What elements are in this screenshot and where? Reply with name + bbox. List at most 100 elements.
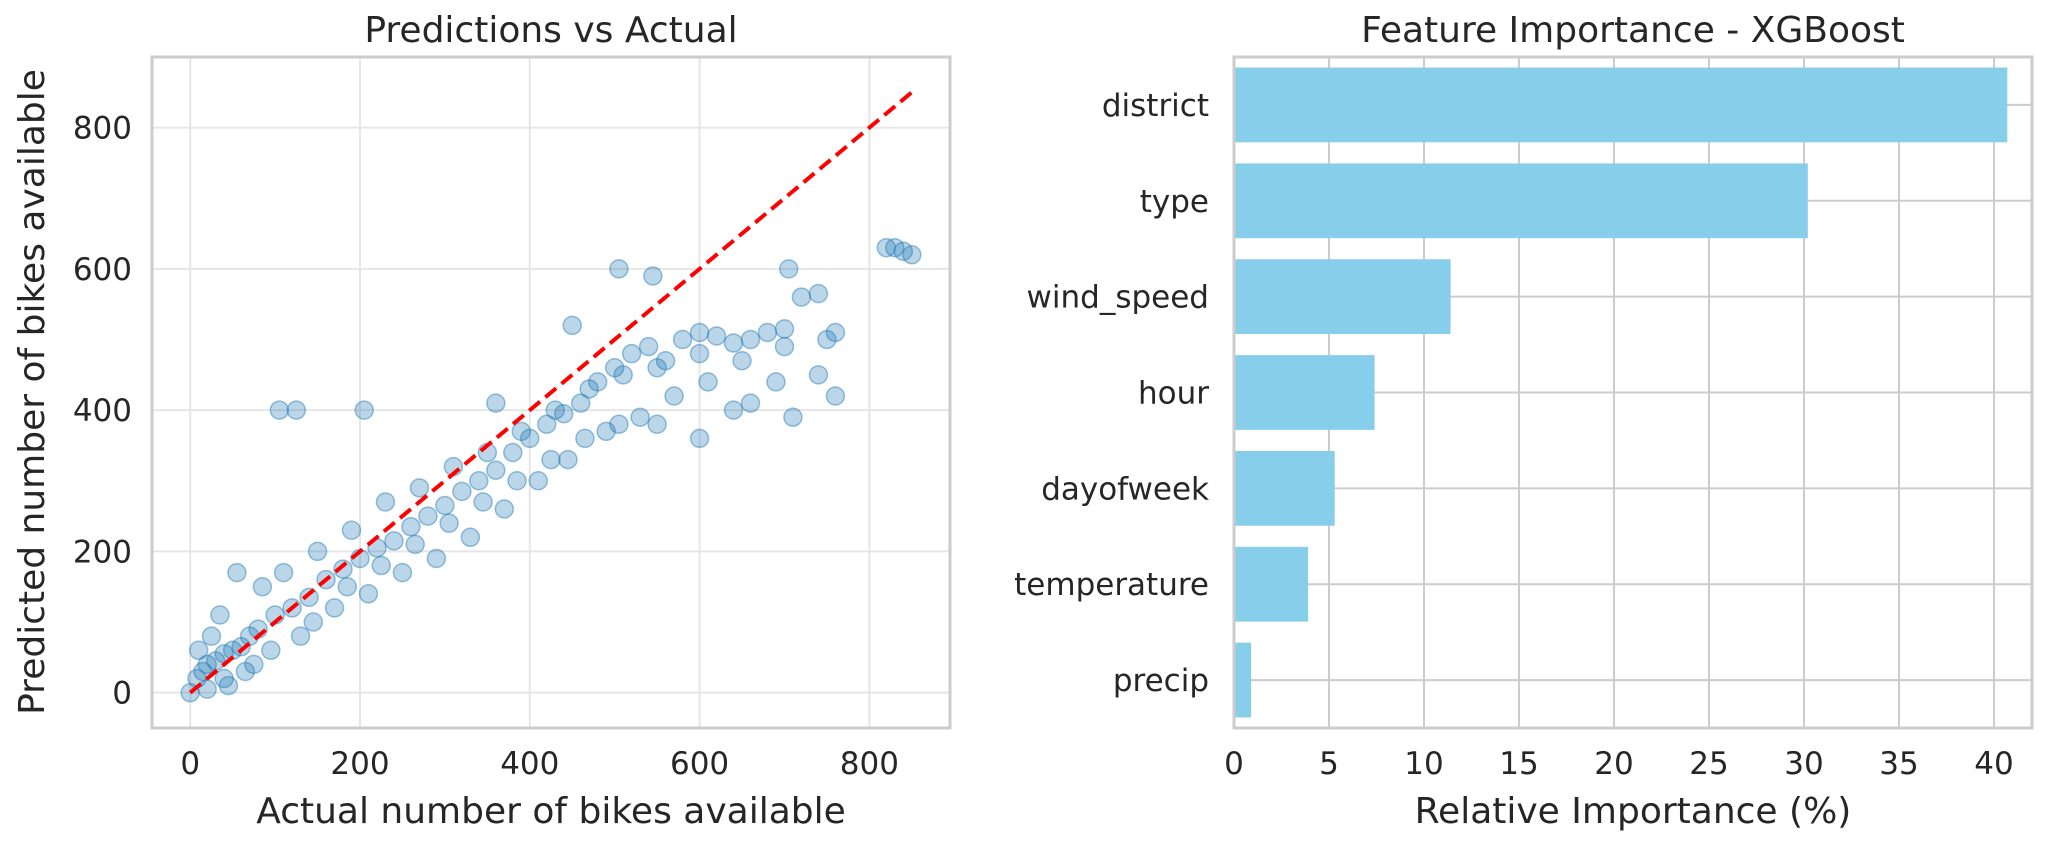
- scatter-point: [494, 499, 515, 519]
- scatter-point: [409, 478, 430, 498]
- scatter-point: [876, 237, 897, 258]
- bar-type: [1234, 163, 1808, 239]
- scatter-point: [553, 403, 574, 424]
- scatter-point: [740, 329, 761, 350]
- scatter-point: [783, 407, 803, 427]
- scatter-title: Predictions vs Actual: [364, 10, 737, 51]
- scatter-point: [197, 679, 217, 699]
- scatter-point: [723, 400, 744, 420]
- bar-hour: [1234, 355, 1375, 430]
- scatter-point: [672, 329, 693, 350]
- scatter-y-tick-label: 0: [112, 676, 132, 712]
- scatter-point: [902, 245, 922, 265]
- scatter-point: [452, 481, 472, 502]
- scatter-point: [647, 358, 667, 378]
- scatter-point: [698, 372, 718, 392]
- reference-line: [188, 90, 914, 695]
- bar-dayofweek: [1234, 450, 1335, 526]
- scatter-y-tick-label: 800: [73, 111, 132, 147]
- scatter-point: [757, 322, 778, 343]
- scatter-point: [570, 393, 591, 413]
- scatter-point: [210, 605, 230, 625]
- bar-category-label: hour: [1138, 376, 1209, 412]
- bar-category-label: dayofweek: [1041, 471, 1209, 507]
- scatter-point: [613, 365, 633, 385]
- scatter-point: [392, 562, 413, 583]
- scatter-point: [235, 661, 256, 682]
- scatter-point: [638, 336, 659, 357]
- scatter-point: [299, 587, 319, 608]
- scatter-point: [825, 386, 846, 406]
- scatter-point: [197, 654, 217, 675]
- bar-x-tick-label: 30: [1784, 746, 1823, 782]
- scatter-point: [218, 675, 239, 696]
- scatter-point: [766, 372, 786, 392]
- bar-x-tick-label: 20: [1594, 746, 1633, 782]
- scatter-point: [520, 428, 540, 449]
- scatter-point: [630, 407, 650, 427]
- scatter-point: [604, 358, 625, 378]
- scatter-x-tick-label: 200: [330, 746, 389, 782]
- bar-category-label: precip: [1113, 663, 1209, 699]
- scatter-point: [507, 471, 527, 491]
- scatter-point: [774, 336, 795, 357]
- scatter-point: [817, 329, 837, 350]
- scatter-x-tick-label: 600: [670, 746, 729, 782]
- scatter-point: [791, 287, 812, 307]
- scatter-point: [503, 442, 523, 463]
- scatter-x-tick-label: 800: [840, 746, 899, 782]
- bar-x-tick-label: 35: [1879, 746, 1918, 782]
- scatter-point: [537, 414, 557, 435]
- scatter-point: [426, 548, 447, 569]
- scatter-point: [252, 576, 273, 597]
- scatter-point: [664, 386, 684, 406]
- scatter-point: [689, 343, 710, 364]
- bar-district: [1234, 67, 2008, 143]
- scatter-point: [778, 259, 799, 279]
- scatter-point: [290, 626, 311, 646]
- scatter-point: [324, 598, 345, 618]
- scatter-point: [405, 534, 425, 555]
- scatter-points: [180, 237, 922, 703]
- scatter-point: [269, 400, 290, 420]
- scatter-point: [227, 562, 247, 583]
- bar-title: Feature Importance - XGBoost: [1361, 10, 1905, 51]
- scatter-point: [723, 333, 744, 353]
- scatter-point: [689, 428, 710, 449]
- scatter-point: [273, 562, 294, 583]
- scatter-grid: [152, 57, 950, 728]
- bar-x-tick-label: 25: [1689, 746, 1728, 782]
- bar-category-label: district: [1102, 88, 1209, 124]
- scatter-point: [511, 421, 532, 442]
- scatter-point: [439, 513, 459, 533]
- scatter-point: [384, 531, 404, 551]
- scatter-point: [732, 350, 752, 371]
- scatter-point: [643, 266, 663, 286]
- scatter-y-tick-label: 400: [73, 393, 132, 429]
- scatter-y-ticks: 0 200 400 600 800: [73, 111, 132, 712]
- scatter-point: [647, 414, 667, 435]
- scatter-point: [893, 241, 914, 261]
- bar-x-ticks: 0 5 10 15 20 25 30 35 40: [1224, 746, 2014, 782]
- scatter-x-ticks: 0 200 400 600 800: [180, 746, 899, 782]
- scatter-point: [609, 259, 629, 279]
- bar-x-label: Relative Importance (%): [1415, 791, 1852, 832]
- scatter-point: [307, 541, 328, 562]
- bar-chart: 0 5 10 15 20 25 30 35 40 district type wind_speedh…: [1014, 10, 2034, 832]
- scatter-point: [261, 640, 281, 661]
- scatter-point: [371, 555, 391, 576]
- scatter-point: [579, 379, 599, 399]
- scatter-point: [469, 471, 489, 491]
- bar-x-tick-label: 0: [1224, 746, 1244, 782]
- scatter-point: [214, 668, 234, 689]
- scatter-point: [354, 400, 374, 420]
- scatter-point: [333, 559, 353, 579]
- scatter-point: [885, 237, 905, 258]
- scatter-point: [486, 393, 506, 413]
- scatter-chart: 0 200 400 600 800 0 200 400 600 800 Predictions …: [12, 10, 952, 832]
- scatter-x-tick-label: 400: [500, 746, 559, 782]
- scatter-x-tick-label: 0: [180, 746, 200, 782]
- scatter-point: [337, 576, 358, 597]
